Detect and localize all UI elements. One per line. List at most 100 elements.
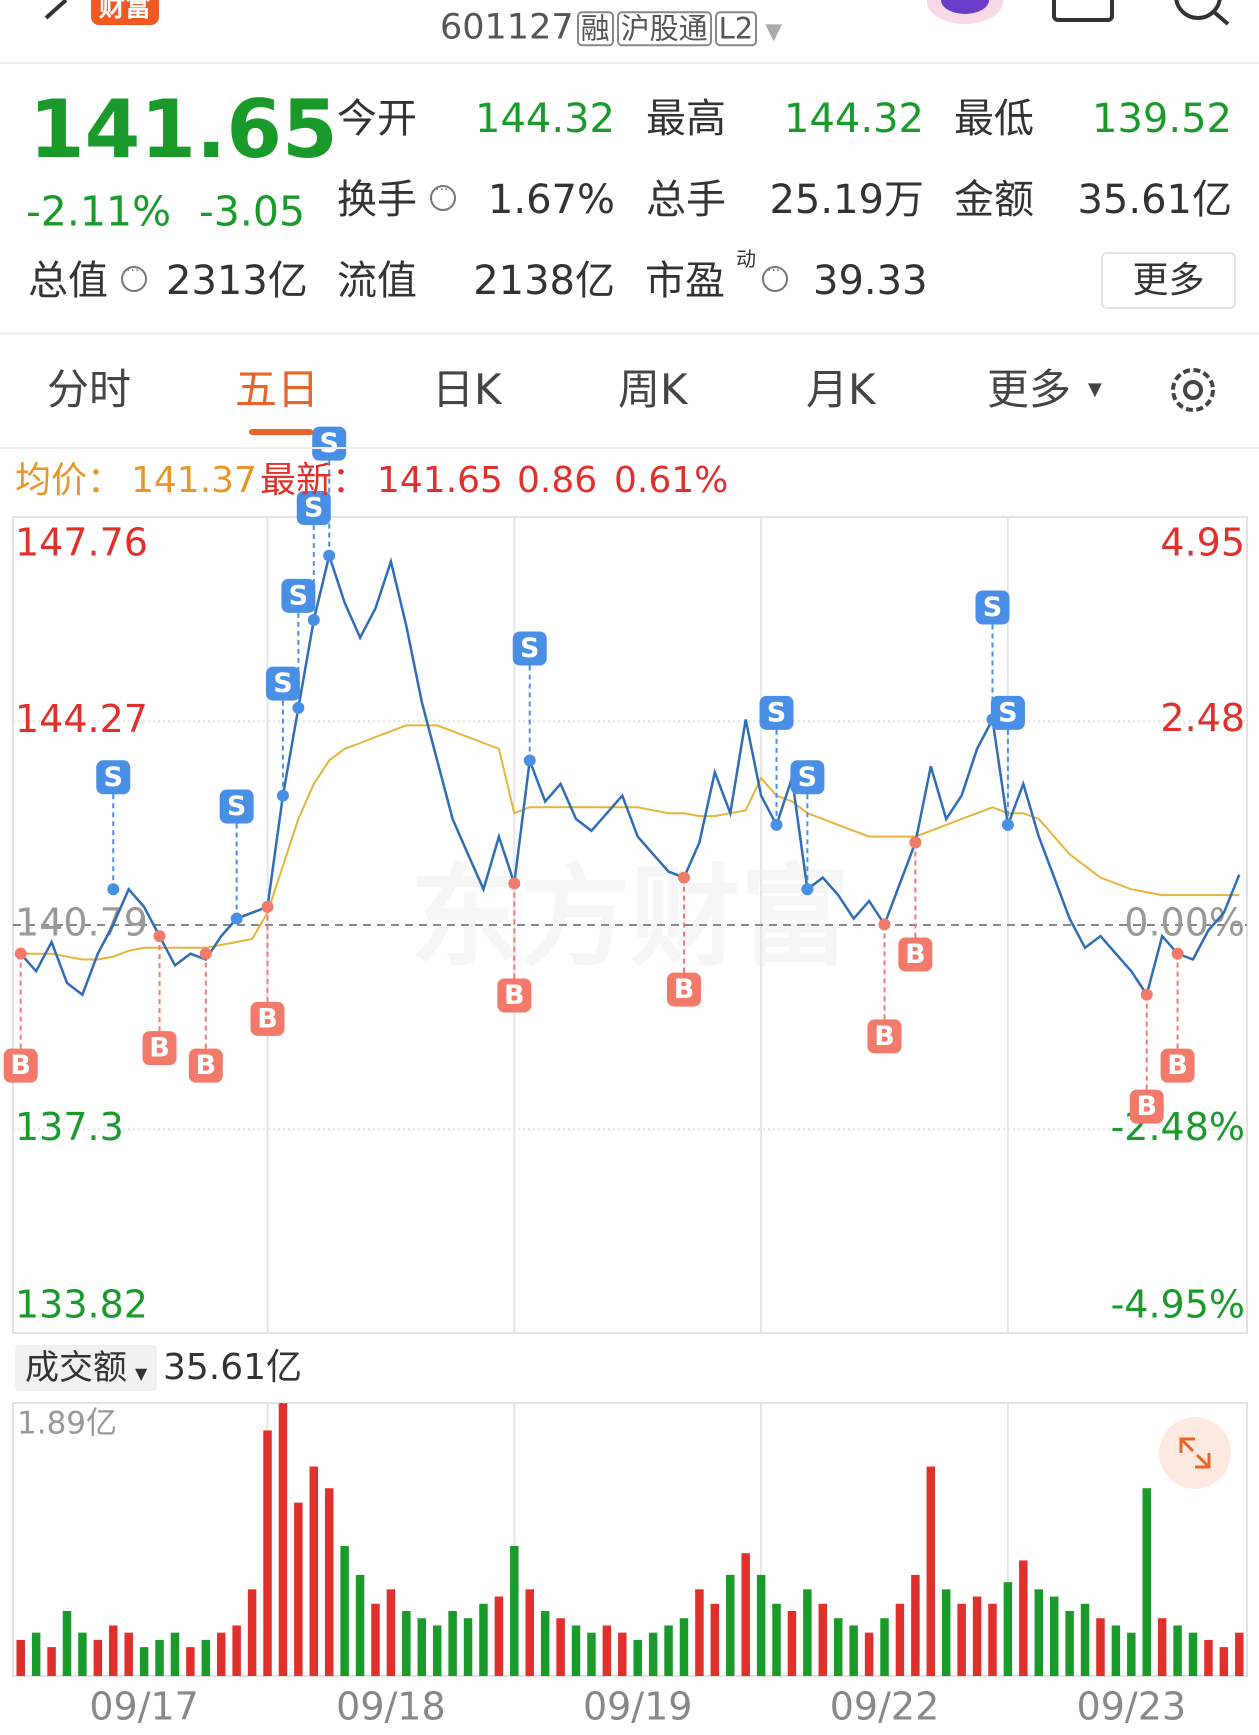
- signal-label: S: [227, 791, 246, 822]
- badge: 财富: [91, 0, 160, 25]
- signal-badge: [497, 978, 532, 1013]
- signal-badge: [250, 1001, 285, 1036]
- expand-button[interactable]: [1159, 1417, 1231, 1489]
- signal-label: B: [149, 1033, 170, 1064]
- pe-superscript: 动: [736, 247, 756, 271]
- volume-bar: [278, 1403, 288, 1676]
- volume-bar: [1188, 1632, 1198, 1676]
- tab[interactable]: 月K: [806, 365, 876, 414]
- tab[interactable]: 分时: [47, 365, 132, 414]
- signal-badge: [3, 1048, 38, 1083]
- volume-bar: [787, 1611, 797, 1676]
- y2-tick-label: -4.95%: [1111, 1283, 1245, 1327]
- info-icon[interactable]: [121, 263, 147, 292]
- signal-point: [107, 883, 120, 896]
- x-tick-label: 09/19: [583, 1685, 693, 1729]
- stat-value: 39.33: [813, 258, 928, 304]
- signal-label: S: [273, 668, 292, 699]
- volume-bar: [926, 1466, 936, 1676]
- volume-bar: [78, 1632, 87, 1676]
- signal-badge: [265, 666, 300, 701]
- tag: 融: [576, 10, 614, 46]
- volume-bar: [772, 1603, 781, 1676]
- price-line: [19, 551, 1241, 998]
- volume-bar: [1080, 1603, 1090, 1676]
- last-change: 0.86: [517, 460, 598, 501]
- settings-icon[interactable]: [1165, 362, 1221, 418]
- volume-bar: [309, 1466, 319, 1676]
- signal-label: B: [1136, 1091, 1157, 1122]
- dropdown-arrow: ▼: [1088, 379, 1102, 400]
- volume-bar: [232, 1625, 241, 1676]
- signal-label: B: [257, 1003, 278, 1034]
- volume-bar: [139, 1647, 149, 1676]
- avg-label: 均价：: [15, 460, 124, 501]
- info-icon[interactable]: [762, 263, 788, 292]
- volume-frame: [12, 1402, 1248, 1677]
- info-icon[interactable]: [430, 182, 456, 211]
- volume-bar: [741, 1553, 750, 1676]
- top-icons[interactable]: [920, 0, 1250, 30]
- tag: L2: [714, 10, 758, 46]
- signal-badge: [512, 631, 547, 666]
- volume-bar: [47, 1647, 56, 1676]
- volume-bar: [587, 1632, 596, 1676]
- volume-selector[interactable]: 成交额 ▼: [15, 1345, 158, 1391]
- volume-bar: [972, 1596, 982, 1676]
- back-button[interactable]: [30, 0, 70, 22]
- volume-bar: [402, 1611, 411, 1676]
- more-button[interactable]: 更多: [1101, 252, 1236, 309]
- stock-code: 601127: [440, 7, 574, 48]
- volume-bar: [1111, 1625, 1121, 1676]
- signal-label: B: [905, 939, 926, 970]
- volume-bar: [556, 1618, 565, 1676]
- signal-point: [230, 912, 243, 925]
- stat-value: 1.67%: [487, 177, 615, 223]
- volume-bar: [479, 1603, 488, 1676]
- volume-bar: [849, 1625, 858, 1676]
- signal-badge: [759, 695, 794, 730]
- signal-point: [307, 614, 320, 627]
- volume-bar: [1003, 1582, 1013, 1676]
- y2-tick-label: 2.48: [1160, 696, 1245, 740]
- volume-bar: [895, 1603, 905, 1676]
- volume-label: 成交额: [25, 1348, 127, 1388]
- stat-label: 今开: [337, 96, 417, 142]
- volume-bar: [16, 1639, 25, 1676]
- x-tick-label: 09/22: [830, 1685, 940, 1729]
- y2-tick-label: 4.95: [1160, 521, 1245, 565]
- tab[interactable]: 更多: [987, 365, 1072, 414]
- signal-label: B: [874, 1021, 895, 1052]
- signal-point: [261, 900, 274, 913]
- y-tick-label: 1.89亿: [17, 1406, 117, 1442]
- volume-bar: [941, 1589, 951, 1676]
- volume-bar: [386, 1589, 396, 1676]
- volume-bar: [864, 1632, 874, 1676]
- tab[interactable]: 日K: [432, 365, 502, 414]
- stat-label: 总值: [28, 258, 108, 304]
- stat-label: 金额: [954, 177, 1034, 223]
- tab-active[interactable]: 五日: [235, 365, 320, 414]
- stock-code-row[interactable]: 601127 融沪股通 L2 ▼: [440, 10, 782, 46]
- x-tick-label: 09/17: [89, 1685, 199, 1729]
- signal-label: S: [520, 633, 539, 664]
- volume-bar: [1204, 1639, 1213, 1676]
- divider: [0, 332, 1259, 335]
- stat-label: 最高: [646, 96, 726, 142]
- signal-badge: [142, 1031, 177, 1066]
- volume-bar: [216, 1632, 226, 1676]
- volume-bar: [695, 1589, 704, 1676]
- signal-badge: [867, 1019, 902, 1054]
- stat-value: 25.19万: [769, 177, 924, 223]
- volume-bar: [355, 1574, 365, 1676]
- signal-point: [1140, 988, 1153, 1001]
- change-pct: -2.11%: [26, 187, 172, 236]
- tab[interactable]: 周K: [618, 365, 688, 414]
- signal-label: B: [674, 974, 695, 1005]
- y-tick-label: 133.82: [15, 1283, 148, 1327]
- volume-bar: [109, 1625, 118, 1676]
- volume-bar: [463, 1618, 473, 1676]
- signal-badge: [898, 937, 933, 972]
- volume-bar: [756, 1574, 766, 1676]
